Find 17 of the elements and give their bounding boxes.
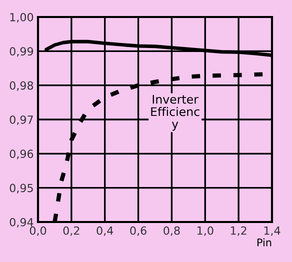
y-tick-label: 0,94	[10, 218, 34, 228]
x-tick-label: 1,4	[264, 226, 280, 236]
x-tick-label: 0,2	[63, 226, 80, 236]
y-tick-label: 0,95	[10, 184, 33, 194]
annotation: Inverter Efficienc y	[151, 94, 200, 131]
y-tick-label: 0,99	[10, 47, 34, 57]
x-tick-label: 0,0	[30, 226, 46, 236]
x-tick-label: 1,0	[198, 226, 214, 236]
y-tick-label: 0,98	[10, 81, 34, 91]
x-axis-title: Pin	[257, 238, 272, 246]
x-tick-label: 0,4	[96, 226, 114, 236]
y-tick-label: 0,97	[10, 115, 33, 126]
x-tick-label: 1,2	[230, 226, 246, 236]
y-tick-label: 1,00	[10, 12, 34, 23]
x-tick-label: 0,8	[164, 226, 180, 236]
x-tick-label: 0,6	[130, 226, 146, 236]
y-tick-label: 0,96	[10, 150, 34, 160]
